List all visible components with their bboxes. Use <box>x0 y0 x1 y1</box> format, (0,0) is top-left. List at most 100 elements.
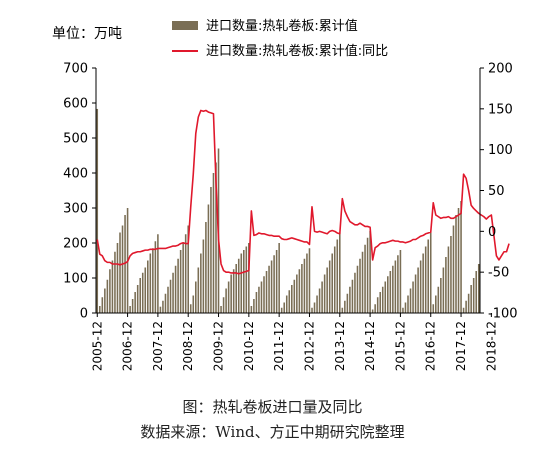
bar <box>141 272 144 313</box>
x-tick-label: 2009-12 <box>212 321 226 371</box>
x-tick-label: 2011-12 <box>272 321 286 371</box>
bar <box>361 251 364 313</box>
bar <box>308 248 311 313</box>
x-tick-label: 2015-12 <box>393 321 407 371</box>
yoy-line <box>96 109 510 275</box>
bar <box>255 292 258 313</box>
bar <box>258 286 260 313</box>
bar <box>149 253 152 313</box>
bar <box>316 295 318 313</box>
bar <box>164 293 167 313</box>
bar <box>389 271 392 313</box>
bar <box>301 264 303 313</box>
bar <box>291 285 293 313</box>
x-tick-label: 2013-12 <box>333 321 347 371</box>
bar <box>331 253 333 313</box>
bar <box>293 279 296 313</box>
left-tick-label: 100 <box>63 272 88 287</box>
bar <box>445 257 447 313</box>
bar <box>202 239 205 313</box>
bar <box>414 274 417 313</box>
bar <box>450 236 452 313</box>
bar <box>174 265 177 313</box>
bar <box>354 272 356 313</box>
bar <box>470 285 472 313</box>
bar <box>270 260 273 313</box>
bar <box>253 299 255 313</box>
bar <box>207 204 210 313</box>
line-layer <box>96 109 510 275</box>
bar <box>306 253 308 313</box>
bar <box>197 267 200 313</box>
bar <box>407 295 409 313</box>
bar <box>187 225 189 313</box>
bar <box>311 307 313 313</box>
bar <box>159 306 162 313</box>
bar <box>182 243 184 313</box>
bar <box>465 300 467 313</box>
bar <box>275 250 278 313</box>
bar <box>129 306 131 313</box>
bar <box>245 246 248 313</box>
bar <box>427 239 429 313</box>
bar <box>134 292 136 313</box>
bar <box>381 286 384 313</box>
bar <box>402 307 404 313</box>
bar <box>351 279 354 313</box>
bar <box>313 302 316 313</box>
left-tick-label: 500 <box>63 132 88 147</box>
left-tick-label: 0 <box>80 307 88 322</box>
bar <box>429 232 432 313</box>
right-tick-label: -50 <box>488 266 509 281</box>
bars-layer <box>96 108 480 313</box>
bar <box>477 264 480 313</box>
legend-bar-label: 进口数量:热轧卷板:累计值 <box>206 18 358 34</box>
bar <box>116 243 119 313</box>
bar <box>328 260 331 313</box>
x-tick-label: 2010-12 <box>242 321 256 371</box>
bar <box>99 306 101 313</box>
bar <box>210 187 212 313</box>
bar <box>336 239 339 313</box>
bar <box>230 274 232 313</box>
bar <box>288 290 291 313</box>
right-tick-label: 0 <box>488 225 496 240</box>
left-tick-label: 600 <box>63 97 88 112</box>
bar <box>240 253 243 313</box>
bar <box>364 244 366 313</box>
bar <box>220 306 222 313</box>
bar <box>131 299 134 313</box>
bar <box>179 250 182 313</box>
bar <box>273 255 275 313</box>
bar <box>184 234 187 313</box>
bar <box>424 246 427 313</box>
bar <box>200 253 202 313</box>
right-tick-label: 50 <box>488 184 505 199</box>
x-tick-label: 2006-12 <box>121 321 135 371</box>
bar <box>440 278 442 313</box>
bar <box>222 297 225 313</box>
x-tick-label: 2014-12 <box>363 321 377 371</box>
bar <box>422 253 424 313</box>
x-tick-label: 2008-12 <box>181 321 195 371</box>
bar <box>399 250 402 313</box>
bar <box>212 173 215 313</box>
left-tick-label: 300 <box>63 202 88 217</box>
bar <box>195 281 197 313</box>
bar <box>189 304 192 313</box>
bar <box>326 267 328 313</box>
bar <box>349 286 351 313</box>
bar <box>172 272 174 313</box>
bar <box>462 307 465 313</box>
x-tick-label: 2017-12 <box>454 321 468 371</box>
bar <box>321 281 323 313</box>
bar <box>404 302 407 313</box>
bar <box>101 297 104 313</box>
bar <box>366 237 369 313</box>
bar <box>232 269 235 313</box>
bar <box>152 248 154 313</box>
bar <box>119 232 121 313</box>
bar <box>356 265 359 313</box>
bar <box>147 260 149 313</box>
bar <box>96 108 99 313</box>
